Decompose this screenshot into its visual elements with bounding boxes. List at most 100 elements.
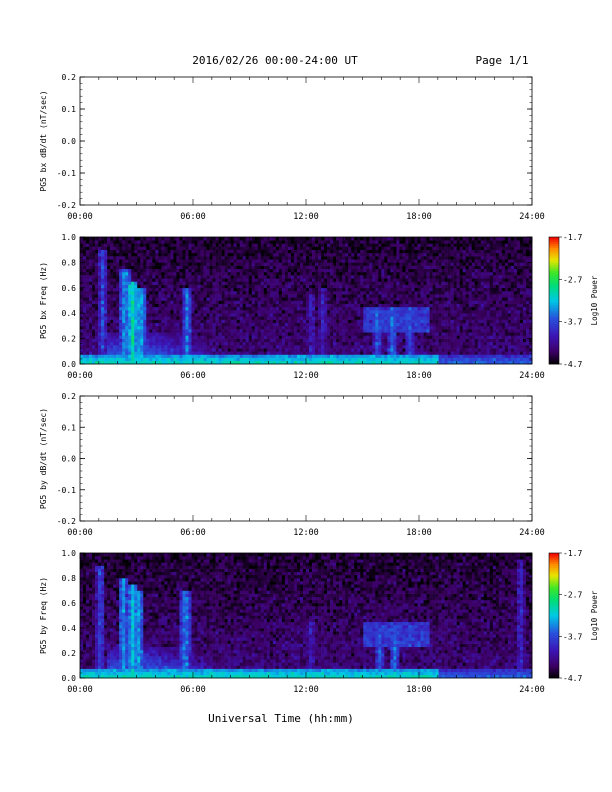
spectrogram-cell bbox=[429, 287, 433, 292]
spectrogram-cell bbox=[333, 243, 337, 247]
spectrogram-cell bbox=[287, 329, 292, 333]
spectrogram-cell bbox=[128, 310, 132, 314]
spectrogram-cell bbox=[236, 325, 240, 330]
spectrogram-cell bbox=[161, 329, 165, 333]
spectrogram-cell bbox=[254, 297, 259, 301]
spectrogram-cell bbox=[432, 294, 436, 298]
spectrogram-cell bbox=[212, 341, 216, 346]
spectrogram-cell bbox=[215, 281, 219, 285]
spectrogram-cell bbox=[224, 329, 228, 333]
spectrogram-cell bbox=[230, 268, 234, 273]
spectrogram-cell bbox=[375, 303, 379, 308]
spectrogram-cell bbox=[260, 294, 265, 298]
spectrogram-cell bbox=[381, 262, 385, 266]
spectrogram-cell bbox=[206, 360, 210, 365]
spectrogram-cell bbox=[327, 246, 331, 250]
spectrogram-cell bbox=[104, 278, 108, 282]
spectrogram-cell bbox=[98, 303, 102, 308]
spectrogram-cell bbox=[432, 354, 436, 358]
spectrogram-cell bbox=[263, 325, 268, 330]
spectrogram-cell bbox=[324, 256, 328, 260]
spectrogram-cell bbox=[95, 348, 99, 352]
spectrogram-cell bbox=[417, 335, 421, 339]
spectrogram-cell bbox=[185, 351, 189, 355]
spectrogram-cell bbox=[233, 335, 237, 339]
spectrogram-cell bbox=[221, 290, 225, 295]
spectrogram-cell bbox=[89, 351, 93, 355]
spectrogram-cell bbox=[309, 303, 313, 308]
spectrogram-cell bbox=[357, 319, 361, 324]
spectrogram-cell bbox=[342, 348, 346, 352]
spectrogram-cell bbox=[83, 357, 87, 362]
spectrogram-cell bbox=[423, 278, 427, 282]
spectrogram-cell bbox=[200, 256, 204, 260]
spectrogram-cell bbox=[92, 344, 96, 349]
spectrogram-cell bbox=[363, 290, 367, 295]
spectrogram-cell bbox=[309, 310, 313, 314]
spectrogram-cell bbox=[417, 313, 421, 317]
spectrogram-cell bbox=[321, 348, 325, 352]
spectrogram-cell bbox=[363, 262, 367, 266]
spectrogram-cell bbox=[351, 281, 355, 285]
spectrogram-cell bbox=[309, 313, 313, 317]
spectrogram-cell bbox=[272, 357, 277, 362]
spectrogram-cell bbox=[438, 252, 442, 257]
spectrogram-cell bbox=[119, 332, 123, 336]
spectrogram-cell bbox=[179, 290, 183, 295]
spectrogram-cell bbox=[315, 265, 319, 270]
spectrogram-cell bbox=[137, 259, 141, 263]
spectrogram-cell bbox=[224, 252, 228, 257]
spectrogram-cell bbox=[248, 265, 253, 270]
spectrogram-cell bbox=[206, 303, 210, 308]
spectrogram-cell bbox=[345, 344, 349, 349]
spectrogram-cell bbox=[143, 325, 147, 330]
spectrogram-cell bbox=[315, 268, 319, 273]
spectrogram-cell bbox=[185, 344, 189, 349]
spectrogram-cell bbox=[239, 271, 244, 276]
spectrogram-cell bbox=[278, 313, 283, 317]
spectrogram-cell bbox=[125, 354, 129, 358]
spectrogram-cell bbox=[221, 249, 225, 254]
spectrogram-cell bbox=[110, 348, 114, 352]
spectrogram-cell bbox=[86, 344, 90, 349]
spectrogram-cell bbox=[330, 278, 334, 282]
spectrogram-cell bbox=[158, 297, 162, 301]
spectrogram-cell bbox=[173, 338, 177, 343]
spectrogram-cell bbox=[290, 290, 295, 295]
spectrogram-cell bbox=[260, 338, 265, 343]
spectrogram-cell bbox=[185, 262, 189, 266]
spectrogram-cell bbox=[254, 332, 259, 336]
spectrogram-cell bbox=[408, 306, 412, 311]
y-tick-label: 0.1 bbox=[62, 105, 77, 114]
spectrogram-cell bbox=[92, 348, 96, 352]
spectrogram-cell bbox=[402, 275, 406, 279]
spectrogram-cell bbox=[104, 284, 108, 289]
spectrogram-cell bbox=[444, 275, 448, 279]
spectrogram-cell bbox=[429, 316, 433, 320]
spectrogram-cell bbox=[185, 249, 189, 254]
spectrogram-cell bbox=[396, 281, 400, 285]
spectrogram-cell bbox=[221, 297, 225, 301]
spectrogram-cell bbox=[209, 297, 213, 301]
spectrogram-cell bbox=[390, 322, 394, 327]
spectrogram-cell bbox=[348, 332, 352, 336]
spectrogram-cell bbox=[387, 351, 391, 355]
spectrogram-cell bbox=[312, 265, 316, 270]
spectrogram-cell bbox=[173, 335, 177, 339]
spectrogram-cell bbox=[191, 341, 195, 346]
spectrogram-cell bbox=[83, 354, 87, 358]
spectrogram-cell bbox=[333, 246, 337, 250]
spectrogram-cell bbox=[194, 329, 198, 333]
spectrogram-cell bbox=[333, 278, 337, 282]
spectrogram-cell bbox=[260, 332, 265, 336]
spectrogram-cell bbox=[360, 275, 364, 279]
spectrogram-cell bbox=[140, 300, 144, 304]
spectrogram-cell bbox=[366, 294, 370, 298]
spectrogram-cell bbox=[89, 281, 93, 285]
spectrogram-cell bbox=[420, 271, 424, 276]
spectrogram-cell bbox=[143, 338, 147, 343]
spectrogram-cell bbox=[384, 249, 388, 254]
spectrogram-cell bbox=[402, 357, 406, 362]
spectrogram-cell bbox=[366, 357, 370, 362]
spectrogram-cell bbox=[372, 281, 376, 285]
